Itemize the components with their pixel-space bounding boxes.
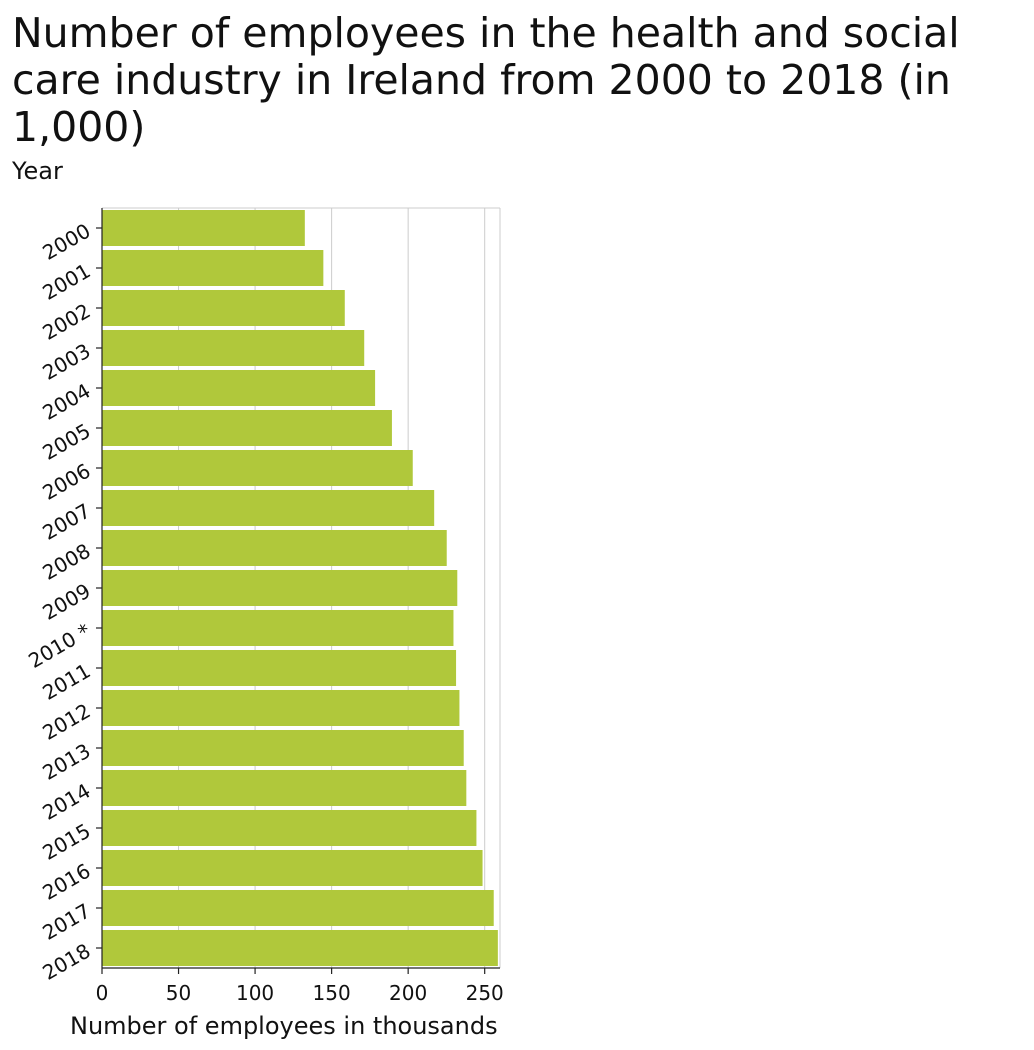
bar [102,850,483,886]
bar [102,290,345,326]
x-tick-label: 150 [313,981,351,1005]
y-tick-label: 2012 [38,699,94,745]
y-tick-label: 2004 [38,379,94,425]
bar [102,650,457,686]
y-tick-label: 2018 [38,939,94,985]
y-tick-label: 2003 [38,339,94,385]
bar [102,610,454,646]
y-tick-label: 2001 [38,259,94,305]
bar [102,330,365,366]
x-tick-label: 250 [466,981,504,1005]
bar [102,250,324,286]
x-tick-label: 100 [236,981,274,1005]
bar [102,770,467,806]
y-tick-label: 2014 [38,779,94,825]
y-tick-label: 2007 [38,499,94,545]
y-tick-label: 2017 [38,899,94,945]
bar [102,930,498,966]
y-axis-label: Year [12,157,63,185]
bar [102,450,413,486]
bar [102,530,447,566]
bar [102,690,460,726]
y-tick-label: 2016 [38,859,94,905]
y-tick-label: 2009 [38,579,94,625]
y-tick-label: 2006 [38,459,94,505]
x-tick-label: 50 [166,981,191,1005]
bar [102,890,494,926]
x-tick-label: 200 [389,981,427,1005]
bar [102,730,464,766]
chart-title: Number of employees in the health and so… [12,9,960,151]
bar [102,410,392,446]
x-axis-label: Number of employees in thousands [70,1012,498,1040]
bar [102,490,435,526]
y-tick-label: 2005 [38,419,94,465]
y-tick-label: 2002 [38,299,94,345]
y-tick-label: 2015 [38,819,94,865]
bar [102,810,477,846]
y-tick-label: 2000 [38,219,94,265]
bar [102,210,305,246]
x-tick-label: 0 [96,981,109,1005]
y-tick-label: 2008 [38,539,94,585]
y-tick-label: 2013 [38,739,94,785]
bar [102,370,376,406]
bar [102,570,458,606]
